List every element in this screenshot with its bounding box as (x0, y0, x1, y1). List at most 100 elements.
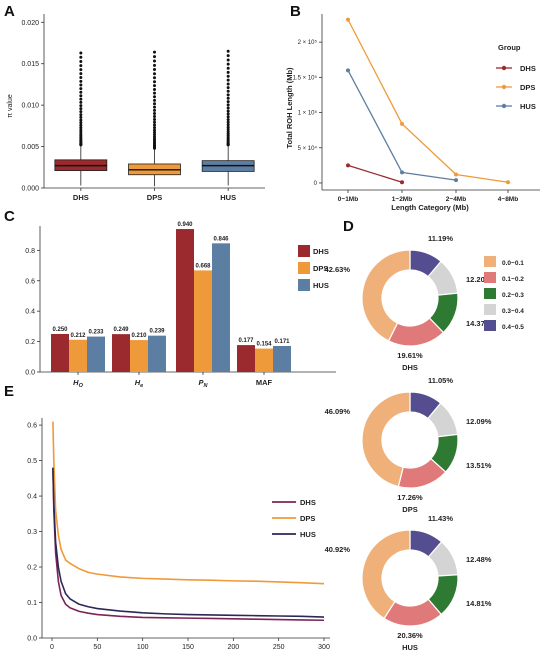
panel-d-slice-label: 14.37% (466, 319, 492, 328)
panel-b-x-label: Length Category (Mb) (391, 203, 469, 212)
panel-e-y-tick-label: 0.4 (27, 494, 37, 501)
panel-e-y-tick-label: 0.6 (27, 423, 37, 430)
panel-b-legend-label: DHS (520, 64, 536, 73)
panel-d-donut-slice (361, 391, 411, 488)
panel-a-outlier-point (153, 98, 156, 102)
panel-d-donut-slice (361, 249, 411, 342)
panel-c-category-main: H (135, 378, 141, 387)
panel-a-outlier-point (153, 87, 156, 91)
panel-c-bar-label: 0.154 (256, 342, 272, 348)
panel-a-outlier-point (79, 113, 83, 117)
panel-c-y-tick-label: 0.4 (25, 309, 35, 316)
panel-e-series-line (52, 467, 325, 622)
panel-b-point (454, 178, 458, 183)
panel-letter-b: B (290, 3, 301, 20)
panel-e-y-tick-label: 0.2 (27, 565, 37, 572)
panel-c-category-subscript: e (140, 383, 143, 389)
panel-a-outlier-point (79, 72, 83, 76)
panel-e-series-line (52, 467, 325, 618)
panel-d-donut-title: HUS (402, 643, 418, 652)
panel-a-outlier-point (79, 100, 83, 104)
panel-d-slice-label: 12.48% (466, 555, 492, 564)
panel-c-legend-swatch (298, 262, 310, 274)
panel-d-slice-label: 12.09% (466, 417, 492, 426)
panel-c-bar (237, 345, 255, 372)
panel-c-y-tick-label: 0.6 (25, 278, 35, 285)
panel-a-outlier-point (79, 59, 83, 63)
panel-b-legend-label: DPS (520, 83, 535, 92)
panel-a-outlier-point (226, 70, 230, 74)
panel-e-line-chart: 0.0 0.1 0.2 0.3 0.4 0.5 0.6 0 50 100 150 200 250 300 D… (27, 418, 330, 651)
panel-c-bar (69, 339, 87, 372)
panel-a-outlier-point (153, 102, 156, 106)
panel-c-bar-label: 0.171 (274, 339, 290, 345)
panel-a-outlier-point (226, 62, 230, 66)
panel-c-legend-swatch (298, 245, 310, 257)
panel-d-slice-label: 13.51% (466, 461, 492, 470)
panel-a-outlier-point (79, 123, 83, 127)
panel-a-outlier-point (226, 54, 230, 58)
panel-a-outlier-point (226, 109, 230, 113)
panel-b-y-label: Total ROH Length (Mb) (285, 67, 294, 149)
panel-c-bar (194, 270, 212, 372)
panel-a-outlier-point (226, 86, 230, 90)
panel-a-category-label: HUS (220, 193, 236, 202)
panel-b-x-tick-label: 2~4Mb (446, 196, 466, 203)
panel-b-legend-marker (501, 84, 507, 90)
panel-a-outlier-point (153, 95, 156, 99)
panel-a-outlier-point (153, 68, 156, 72)
panel-b-point (400, 170, 404, 175)
panel-c-y-tick-label: 0.8 (25, 248, 35, 255)
panel-a-outlier-point (153, 63, 156, 67)
panel-c-bar-label: 0.210 (131, 333, 147, 339)
panel-d-legend-swatch (484, 256, 496, 267)
panel-a-box-plot: π value 0.000 0.005 0.010 0.015 0.020 DHS DPS H… (7, 14, 265, 202)
panel-c-bar-label: 0.249 (113, 327, 129, 333)
panel-b-point (400, 180, 404, 185)
panel-b-line-chart: Total ROH Length (Mb) Length Category (M… (285, 14, 540, 212)
panel-a-outlier-point (153, 111, 156, 115)
panel-a-outlier-point (226, 130, 230, 134)
panel-a-outlier-point (226, 132, 230, 136)
panel-a-outlier-point (79, 107, 83, 111)
panel-d-slice-label: 11.43% (428, 514, 453, 523)
panel-b-y-tick-label: 1.5 × 10⁵ (293, 74, 318, 81)
panel-a-outlier-point (226, 82, 230, 86)
panel-b-x-tick-label: 1~2Mb (392, 196, 412, 203)
panel-e-y-tick-label: 0.1 (27, 600, 37, 607)
panel-b-point (506, 180, 510, 185)
panel-a-outlier-point (153, 133, 156, 137)
panel-e-x-tick-label: 0 (50, 644, 54, 651)
panel-c-category-subscript: N (204, 383, 209, 389)
panel-c-bar (130, 340, 148, 372)
panel-e-legend-label: DHS (300, 498, 316, 507)
panel-e-legend-label: HUS (300, 530, 316, 539)
panel-c-bar-label: 0.940 (177, 222, 193, 228)
panel-c-bar-label: 0.239 (149, 329, 165, 335)
panel-a-outlier-point (153, 120, 156, 124)
panel-a-outlier-point (79, 90, 83, 94)
panel-letter-e: E (4, 383, 14, 400)
panel-d-legend-label: 0.3~0.4 (502, 308, 524, 315)
panel-b-legend-label: HUS (520, 102, 536, 111)
panel-c-bar (112, 334, 130, 372)
panel-b-y-tick-label: 5 × 10⁴ (298, 145, 318, 152)
panel-a-outlier-point (79, 76, 83, 80)
panel-d-slice-label: 42.63% (325, 265, 351, 274)
panel-a-outlier-point (79, 115, 83, 119)
panel-a-outlier-point (226, 125, 230, 129)
panel-e-y-tick-label: 0.3 (27, 529, 37, 536)
panel-c-bar (87, 336, 105, 372)
panel-a-category-label: DHS (73, 193, 89, 202)
panel-c-bar-label: 0.177 (238, 338, 254, 344)
panel-a-outlier-point (153, 126, 156, 130)
panel-b-x-tick-label: 0~1Mb (338, 196, 358, 203)
panel-d-legend-swatch (484, 288, 496, 299)
panel-d-slice-label: 17.26% (397, 493, 423, 502)
panel-c-legend-label: DPS (313, 264, 328, 273)
panel-d-slice-label: 20.36% (397, 631, 423, 640)
panel-d-slice-label: 12.20% (466, 275, 492, 284)
panel-e-series-line (52, 421, 325, 585)
panel-b-series-line (347, 19, 509, 183)
